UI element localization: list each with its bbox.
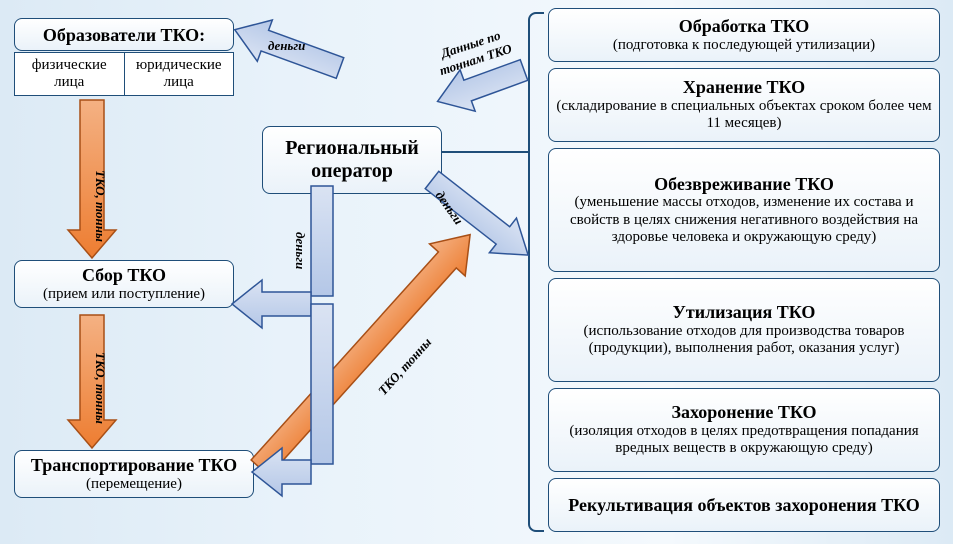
right-title-4: Захоронение ТКО [555, 402, 933, 423]
right-title-0: Обработка ТКО [555, 16, 933, 37]
right-sub-4: (изоляция отходов в целях предотвращения… [555, 423, 933, 458]
generators-box: Образователи ТКО: [14, 18, 234, 51]
transport-sub: (перемещение) [21, 476, 247, 493]
right-box-2: Обезвреживание ТКО(уменьшение массы отхо… [548, 148, 940, 272]
right-sub-3: (использование отходов для производства … [555, 323, 933, 358]
right-sub-0: (подготовка к последующей утилизации) [555, 37, 933, 54]
generators-title: Образователи ТКО: [19, 25, 229, 50]
operator-box: Региональный оператор [262, 126, 442, 194]
right-box-5: Рекультивация объектов захоронения ТКО [548, 478, 940, 532]
label-money-1: деньги [268, 38, 305, 54]
cell-jur: юридические лица [125, 53, 234, 95]
right-title-3: Утилизация ТКО [555, 302, 933, 323]
label-data: Данные по тоннам ТКО [416, 20, 531, 84]
collect-sub: (прием или поступление) [21, 286, 227, 303]
label-tko-1: ТКО, тонны [92, 170, 108, 242]
right-bracket [528, 12, 544, 532]
right-title-5: Рекультивация объектов захоронения ТКО [555, 495, 933, 516]
collect-title: Сбор ТКО [21, 265, 227, 286]
right-box-0: Обработка ТКО(подготовка к последующей у… [548, 8, 940, 62]
transport-box: Транспортирование ТКО (перемещение) [14, 450, 254, 498]
label-money-2: деньги [432, 188, 467, 228]
operator-title: Региональный оператор [269, 137, 435, 183]
generators-cells: физические лица юридические лица [14, 52, 234, 96]
right-box-4: Захоронение ТКО(изоляция отходов в целях… [548, 388, 940, 472]
cell-phys: физические лица [15, 53, 125, 95]
label-tko-3: ТКО, тонны [375, 335, 435, 399]
collect-box: Сбор ТКО (прием или поступление) [14, 260, 234, 308]
transport-title: Транспортирование ТКО [21, 455, 247, 476]
label-money-3: деньги [292, 232, 308, 269]
right-sub-1: (складирование в специальных объектах ср… [555, 98, 933, 133]
right-box-1: Хранение ТКО(складирование в специальных… [548, 68, 940, 142]
label-tko-2: ТКО, тонны [92, 352, 108, 424]
right-title-2: Обезвреживание ТКО [555, 174, 933, 195]
right-sub-2: (уменьшение массы отходов, изменение их … [555, 194, 933, 246]
right-title-1: Хранение ТКО [555, 77, 933, 98]
right-box-3: Утилизация ТКО(использование отходов для… [548, 278, 940, 382]
